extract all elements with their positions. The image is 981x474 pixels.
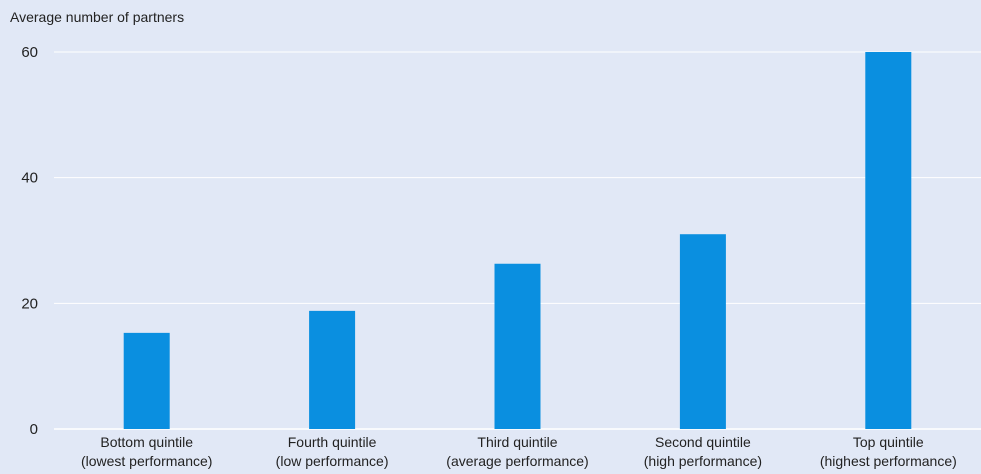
x-tick-label-line: (low performance) — [276, 453, 389, 469]
bar — [123, 332, 170, 429]
y-axis-title: Average number of partners — [10, 9, 184, 25]
y-tick-labels: 0 20 40 60 — [21, 44, 38, 438]
x-tick-label: Third quintile (average performance) — [446, 434, 588, 469]
y-tick-label: 40 — [21, 170, 38, 187]
bar — [679, 234, 726, 429]
x-tick-label-line: (highest performance) — [820, 453, 957, 469]
x-tick-label-line: Third quintile — [477, 434, 557, 450]
x-tick-label-line: Fourth quintile — [288, 434, 377, 450]
x-tick-label-line: (average performance) — [446, 453, 588, 469]
x-tick-label: Fourth quintile (low performance) — [276, 434, 389, 469]
x-tick-label-line: (high performance) — [644, 453, 762, 469]
x-tick-labels: Bottom quintile (lowest performance) Fourt… — [81, 434, 957, 469]
y-tick-label: 60 — [21, 44, 38, 61]
x-tick-label-line: Top quintile — [853, 434, 924, 450]
y-tick-label: 20 — [21, 295, 38, 312]
bar — [865, 52, 912, 429]
bars — [123, 52, 912, 429]
y-tick-label: 0 — [30, 421, 38, 438]
x-tick-label: Top quintile (highest performance) — [820, 434, 957, 469]
x-tick-label-line: (lowest performance) — [81, 453, 213, 469]
x-tick-label: Bottom quintile (lowest performance) — [81, 434, 213, 469]
x-tick-label-line: Second quintile — [655, 434, 751, 450]
x-tick-label: Second quintile (high performance) — [644, 434, 762, 469]
bar — [309, 310, 356, 429]
x-tick-label-line: Bottom quintile — [100, 434, 193, 450]
bar — [494, 263, 541, 429]
